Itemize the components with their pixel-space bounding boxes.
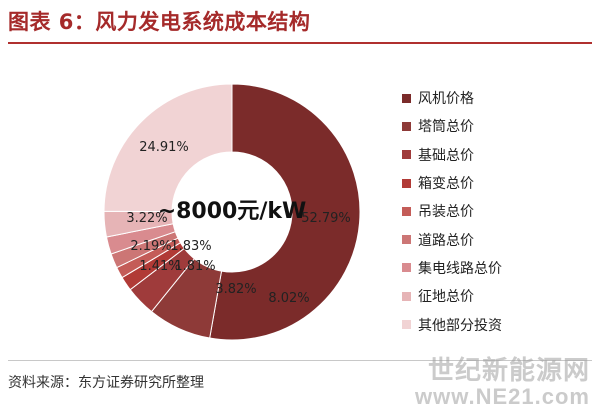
slice-labels: 52.79% 8.02% 3.82%1.81%1.41% 1.83%2.19% 3.22…	[126, 140, 350, 306]
legend-item: 其他部分投资	[402, 310, 592, 338]
source-note: 资料来源：东方证券研究所整理	[8, 375, 204, 391]
legend-label: 基础总价	[418, 147, 474, 164]
legend-item: 基础总价	[402, 141, 592, 169]
slice-label-3: 3.82%	[215, 282, 256, 297]
slice-label-7: 2.19%	[130, 239, 171, 254]
legend-item: 吊装总价	[402, 197, 592, 225]
center-label: ~8000元/kW	[158, 199, 307, 224]
legend-label: 吊装总价	[418, 204, 474, 221]
slice-label-2: 8.02%	[268, 291, 309, 306]
chart-legend: 风机价格塔筒总价基础总价箱变总价吊装总价道路总价集电线路总价 征地总价其他部分投资	[402, 84, 592, 339]
legend-item: 集电线路总价	[402, 254, 592, 282]
legend-label: 其他部分投资	[418, 317, 502, 334]
legend-item: 风机价格	[402, 84, 592, 112]
legend-item: 道路总价	[402, 225, 592, 253]
slice-label-5: 1.41%	[139, 259, 180, 274]
legend-label: 箱变总价	[418, 176, 474, 193]
legend-label: 塔筒总价	[418, 119, 474, 136]
legend-swatch	[402, 206, 411, 216]
legend-swatch	[402, 93, 411, 103]
footer-divider	[8, 360, 592, 361]
legend-item: 箱变总价	[402, 169, 592, 197]
legend-swatch	[402, 150, 411, 160]
slice-label-6: 1.83%	[170, 239, 211, 254]
legend-label: 道路总价	[418, 232, 474, 249]
legend-label: 集电线路总价	[418, 260, 502, 277]
slice-label-4: 1.81%	[174, 259, 215, 274]
legend-item: 征地总价	[402, 282, 592, 310]
legend-swatch	[402, 320, 411, 330]
legend-item: 塔筒总价	[402, 112, 592, 140]
legend-label: 风机价格	[418, 91, 474, 108]
legend-swatch	[402, 178, 411, 188]
title-divider	[8, 42, 592, 44]
legend-swatch	[402, 235, 411, 245]
donut-slice-9	[103, 83, 233, 213]
legend-swatch	[402, 263, 411, 273]
donut-slice-1	[209, 83, 361, 341]
legend-swatch	[402, 121, 411, 131]
slice-label-8: 3.22%	[126, 211, 167, 226]
legend-label: 征地总价	[418, 289, 474, 306]
slice-label-1: 52.79%	[301, 211, 351, 226]
legend-swatch	[402, 291, 411, 301]
slice-label-9: 24.91%	[139, 140, 189, 155]
figure-title: 图表 6：风力发电系统成本结构	[8, 10, 311, 34]
donut-slices	[103, 83, 361, 341]
